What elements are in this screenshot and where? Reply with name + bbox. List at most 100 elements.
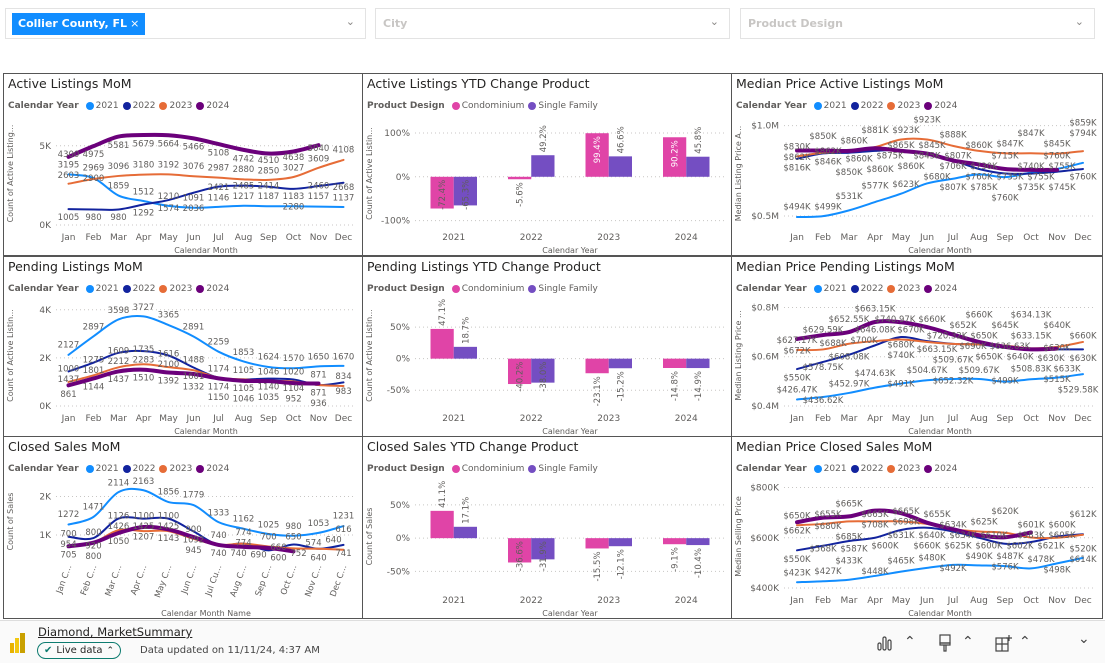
bar-condominium[interactable] — [430, 176, 454, 209]
panel-closed-sales-ytd[interactable]: Closed Sales YTD Change Product Product … — [362, 436, 732, 619]
paint-brush-icon[interactable] — [938, 634, 952, 652]
bar-single-family[interactable] — [608, 358, 632, 369]
bar-single-family[interactable] — [686, 538, 710, 546]
legend-item-2023[interactable]: 2023 — [159, 464, 192, 474]
data-label: 616 — [335, 525, 351, 535]
legend-item-2021[interactable]: 2021 — [813, 284, 847, 294]
series-line-2022[interactable] — [67, 181, 345, 211]
bar-single-family[interactable] — [686, 358, 710, 369]
legend-item-2022[interactable]: 2022 — [122, 101, 155, 111]
bar-condominium[interactable] — [508, 176, 532, 180]
legend-item-single-family[interactable]: Single Family — [528, 284, 598, 294]
series-line-2022[interactable] — [67, 516, 345, 552]
bar-single-family[interactable] — [531, 155, 555, 177]
bar-single-family[interactable] — [608, 156, 632, 177]
panel-median-price-pending[interactable]: Median Price Pending Listings MoM Calend… — [731, 256, 1103, 437]
panel-pending-listings-ytd[interactable]: Pending Listings YTD Change Product Prod… — [362, 256, 732, 437]
bar-condominium[interactable] — [508, 358, 532, 385]
legend-item-2021[interactable]: 2021 — [85, 464, 119, 474]
report-name-link[interactable]: Diamond, MarketSummary — [38, 625, 193, 639]
legend-item-2022[interactable]: 2022 — [122, 284, 155, 294]
chevron-up-icon[interactable]: ⌃ — [1019, 634, 1031, 650]
legend-item-single-family[interactable]: Single Family — [528, 101, 598, 111]
series-line-2024[interactable] — [795, 319, 1059, 352]
chevron-up-icon[interactable]: ⌃ — [904, 634, 916, 650]
bar-condominium[interactable] — [585, 133, 609, 177]
city-slicer[interactable]: City ⌄ — [375, 8, 730, 39]
panel-closed-sales-mom[interactable]: Closed Sales MoM Calendar Year 2021 2022 20… — [3, 436, 363, 619]
x-tick-label: Aug — [970, 233, 988, 243]
bar-single-family[interactable] — [531, 358, 555, 383]
legend-item-single-family[interactable]: Single Family — [528, 464, 598, 474]
bar-condominium[interactable] — [585, 538, 609, 549]
add-visual-icon[interactable] — [995, 634, 1013, 652]
bar-single-family[interactable] — [453, 346, 477, 359]
series-line-2023[interactable] — [67, 158, 345, 185]
legend-item-2024[interactable]: 2024 — [196, 101, 229, 111]
series-line-2021[interactable] — [67, 314, 345, 370]
series-line-2021[interactable] — [67, 173, 345, 209]
legend-item-2021[interactable]: 2021 — [813, 464, 847, 474]
legend-item-2022[interactable]: 2022 — [850, 464, 883, 474]
chevron-down-icon[interactable]: ⌄ — [1074, 15, 1084, 28]
chevron-up-icon[interactable]: ⌃ — [962, 634, 974, 650]
panel-active-listings-mom[interactable]: Active Listings MoM Calendar Year 2021 202… — [3, 73, 363, 256]
chevron-down-icon[interactable]: ⌄ — [345, 15, 355, 28]
product-design-slicer[interactable]: Product Design ⌄ — [740, 8, 1095, 39]
legend-item-2022[interactable]: 2022 — [850, 101, 883, 111]
legend-item-2024[interactable]: 2024 — [924, 284, 957, 294]
live-data-button[interactable]: ✔︎ Live data ⌃ — [37, 642, 122, 659]
series-line-2021[interactable] — [796, 161, 1084, 219]
bar-condominium[interactable] — [663, 538, 687, 545]
legend-item-2023[interactable]: 2023 — [159, 101, 192, 111]
bar-chart-icon[interactable] — [876, 635, 894, 651]
legend-label: Condominium — [461, 101, 525, 111]
bar-condominium[interactable] — [508, 538, 532, 563]
series-line-2022[interactable] — [796, 526, 1084, 552]
legend-item-2023[interactable]: 2023 — [887, 284, 920, 294]
series-line-2021[interactable] — [67, 487, 345, 537]
legend-item-2021[interactable]: 2021 — [813, 101, 847, 111]
series-line-2024[interactable] — [795, 508, 1033, 540]
legend-item-2023[interactable]: 2023 — [887, 101, 920, 111]
series-line-2024[interactable] — [66, 132, 321, 159]
legend-item-2023[interactable]: 2023 — [159, 284, 192, 294]
chevron-down-icon[interactable]: ⌄ — [1078, 631, 1090, 647]
bar-single-family[interactable] — [453, 176, 477, 206]
series-line-2024[interactable] — [795, 146, 1059, 172]
remove-icon[interactable]: × — [130, 17, 140, 30]
series-line-2021[interactable] — [796, 373, 1084, 401]
bar-single-family[interactable] — [608, 538, 632, 547]
bar-single-family[interactable] — [531, 538, 555, 560]
legend-item-2021[interactable]: 2021 — [85, 284, 119, 294]
bar-condominium[interactable] — [663, 137, 687, 177]
bar-single-family[interactable] — [453, 526, 477, 539]
legend-item-condominium[interactable]: Condominium — [451, 101, 525, 111]
bar-condominium[interactable] — [430, 510, 454, 539]
legend-item-condominium[interactable]: Condominium — [451, 284, 524, 294]
legend-item-2023[interactable]: 2023 — [887, 464, 920, 474]
series-line-2024[interactable] — [66, 367, 321, 388]
legend-item-condominium[interactable]: Condominium — [451, 464, 524, 474]
legend-item-2024[interactable]: 2024 — [196, 464, 229, 474]
series-line-2024[interactable] — [66, 524, 296, 554]
panel-pending-listings-mom[interactable]: Pending Listings MoM Calendar Year 2021 20… — [3, 256, 363, 437]
bar-single-family[interactable] — [686, 156, 710, 177]
county-chip[interactable]: Collier County, FL × — [12, 13, 146, 35]
panel-active-listings-ytd[interactable]: Active Listings YTD Change Product Produ… — [362, 73, 732, 256]
series-line-2021[interactable] — [796, 556, 1084, 584]
bar-condominium[interactable] — [430, 328, 454, 359]
legend-item-2024[interactable]: 2024 — [924, 101, 957, 111]
legend-item-2022[interactable]: 2022 — [850, 284, 883, 294]
legend-item-2022[interactable]: 2022 — [122, 464, 155, 474]
legend-item-2024[interactable]: 2024 — [924, 464, 957, 474]
y-tick-label: 2K — [39, 493, 52, 503]
chevron-down-icon[interactable]: ⌄ — [709, 15, 719, 28]
panel-median-price-closed[interactable]: Median Price Closed Sales MoM Calendar Y… — [731, 436, 1103, 619]
panel-median-price-active[interactable]: Median Price Active Listings MoM Calenda… — [731, 73, 1103, 256]
legend-item-2021[interactable]: 2021 — [85, 101, 119, 111]
bar-condominium[interactable] — [663, 358, 687, 368]
bar-condominium[interactable] — [585, 358, 609, 374]
legend-item-2024[interactable]: 2024 — [196, 284, 229, 294]
county-slicer[interactable]: Collier County, FL × ⌄ — [5, 8, 366, 39]
